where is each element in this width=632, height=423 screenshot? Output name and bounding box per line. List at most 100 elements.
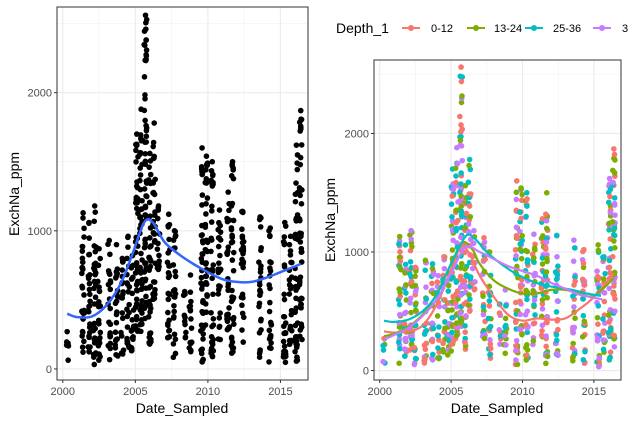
data-point <box>203 211 209 217</box>
data-point <box>487 337 493 343</box>
data-point <box>267 225 274 231</box>
data-point <box>204 292 210 298</box>
data-point <box>553 309 560 315</box>
legend-entry-1: 0-12 <box>402 23 453 35</box>
data-point <box>147 302 153 308</box>
data-point <box>202 322 209 328</box>
data-point <box>64 328 70 335</box>
data-point <box>519 331 525 338</box>
data-point <box>296 277 303 284</box>
data-point <box>523 352 530 358</box>
data-point <box>142 212 148 218</box>
data-point <box>485 315 492 322</box>
data-point <box>143 26 149 32</box>
data-point <box>97 255 104 262</box>
legend-title: Depth_1 <box>336 20 389 36</box>
data-point <box>240 339 247 345</box>
data-point <box>429 320 436 326</box>
data-point <box>165 222 171 229</box>
data-point <box>226 305 232 311</box>
data-point <box>434 279 441 285</box>
data-point <box>141 107 148 114</box>
data-point <box>281 296 288 303</box>
data-point <box>453 219 459 226</box>
data-point <box>203 309 210 315</box>
data-point <box>81 338 87 345</box>
data-point <box>497 341 503 347</box>
data-point <box>435 355 441 361</box>
data-point <box>409 243 415 250</box>
data-point <box>453 332 460 339</box>
data-point <box>107 340 114 347</box>
data-point <box>531 297 538 303</box>
data-point <box>580 356 587 363</box>
data-point <box>137 135 144 142</box>
data-point <box>229 239 236 245</box>
data-point <box>486 303 493 309</box>
data-point <box>458 122 464 128</box>
panel-right-border <box>373 59 622 381</box>
x-axis-title-right: Date_Sampled <box>451 400 544 416</box>
data-point <box>450 274 456 281</box>
data-point <box>480 257 487 263</box>
data-point <box>421 360 428 366</box>
data-point <box>601 289 607 296</box>
data-point <box>445 307 451 314</box>
data-point <box>258 317 264 324</box>
data-point <box>423 284 429 290</box>
data-point <box>514 361 521 368</box>
x-tick-label: 2005 <box>123 386 147 398</box>
data-point <box>530 338 537 344</box>
data-point <box>86 334 92 341</box>
data-point <box>154 265 161 271</box>
data-point <box>137 302 144 308</box>
data-point <box>209 158 216 165</box>
data-point <box>396 233 403 240</box>
data-point <box>462 329 469 335</box>
data-point <box>298 232 304 239</box>
y-axis-title-left: ExchNa_ppm <box>6 152 22 236</box>
data-point <box>137 165 143 171</box>
data-point <box>470 240 477 247</box>
data-point <box>441 304 448 310</box>
data-point <box>513 253 519 259</box>
data-point <box>580 260 587 267</box>
data-point <box>86 303 93 309</box>
data-point <box>80 210 86 216</box>
data-point <box>209 172 216 179</box>
data-point <box>453 227 459 234</box>
data-point <box>544 353 551 359</box>
x-tick-label: 2000 <box>51 386 75 398</box>
data-point <box>281 330 287 337</box>
data-point <box>453 179 459 186</box>
data-point <box>524 342 530 348</box>
data-point <box>210 179 216 186</box>
data-point <box>459 157 466 164</box>
data-point <box>114 270 121 277</box>
data-point <box>143 19 149 26</box>
data-point <box>595 242 601 248</box>
data-point <box>401 320 408 327</box>
data-point <box>458 185 465 191</box>
data-point <box>293 358 300 364</box>
x-tick-label: 2010 <box>510 386 534 398</box>
data-point <box>142 139 148 145</box>
data-point <box>79 255 86 262</box>
data-point <box>137 186 144 193</box>
data-point <box>113 298 120 304</box>
data-point <box>543 343 549 350</box>
data-point <box>165 328 172 334</box>
data-point <box>611 238 617 244</box>
data-point <box>412 355 419 362</box>
data-point <box>610 167 616 174</box>
data-point <box>137 278 144 284</box>
data-point <box>539 255 546 261</box>
data-point <box>148 243 154 249</box>
data-point <box>124 255 130 262</box>
data-point <box>532 247 538 253</box>
data-point <box>128 276 135 282</box>
data-point <box>610 179 616 186</box>
data-point <box>85 344 92 350</box>
data-point <box>380 342 387 349</box>
data-point <box>513 224 520 231</box>
